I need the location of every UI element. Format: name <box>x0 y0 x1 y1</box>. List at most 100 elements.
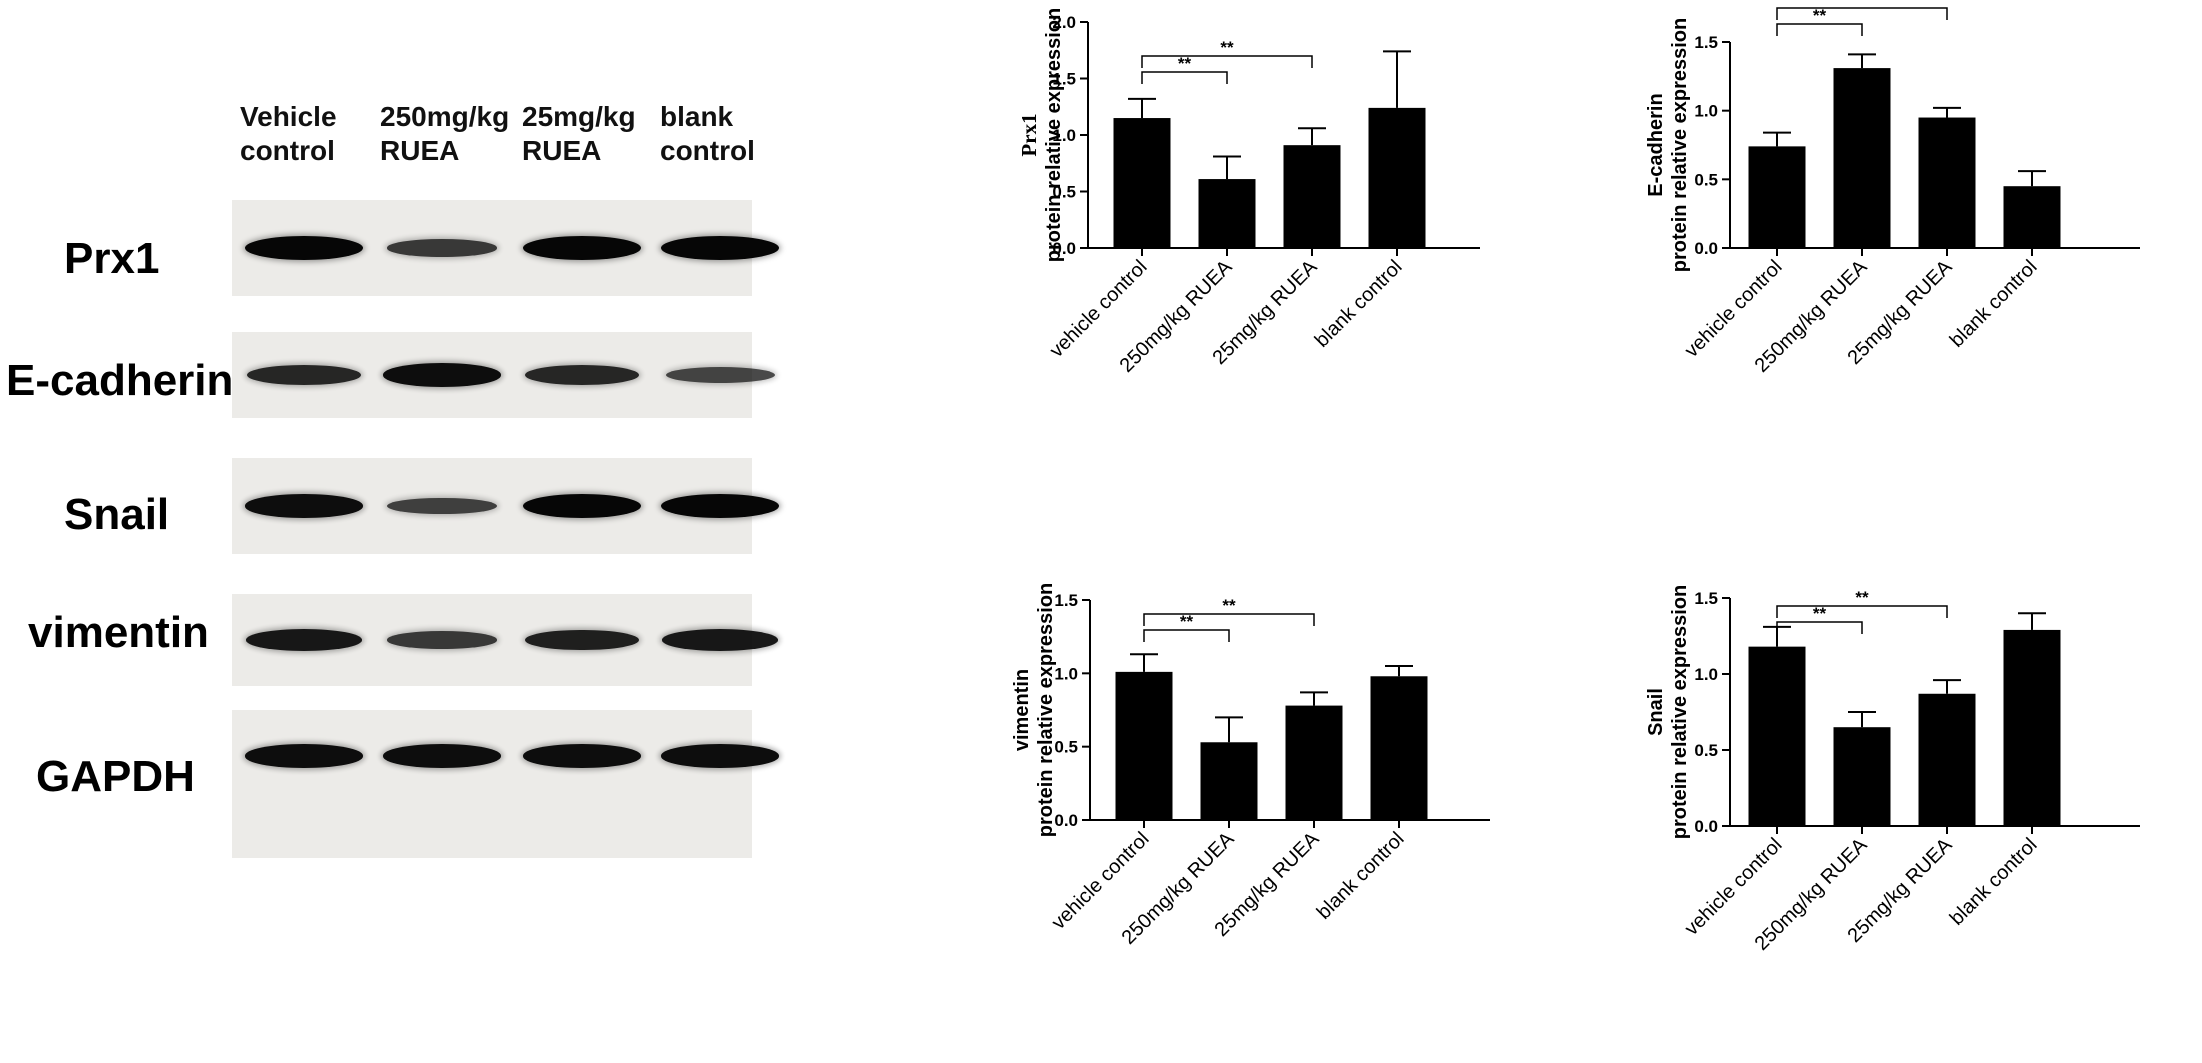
protein-label-e-cadherin: E-cadherin <box>6 356 234 405</box>
protein-label-vimentin: vimentin <box>28 608 209 657</box>
bar <box>2003 186 2061 248</box>
blot-strip-e-cadherin <box>232 332 775 418</box>
blot-band <box>665 367 775 383</box>
y-tick-label: 1.0 <box>1694 102 1718 121</box>
bar <box>1113 118 1171 248</box>
blot-band <box>247 365 361 385</box>
y-tick-label: 0.0 <box>1694 239 1718 258</box>
y-axis-label-line1: Snail <box>1645 688 1667 736</box>
lane-label-line1: Vehicle <box>240 101 337 132</box>
y-tick-label: 2.0 <box>1052 13 1076 32</box>
y-tick-label: 0.0 <box>1054 811 1078 830</box>
blot-strip-snail <box>232 458 779 554</box>
bar <box>1918 693 1976 826</box>
x-tick-label: blank control <box>1946 834 2042 930</box>
y-tick-label: 0.0 <box>1694 817 1718 836</box>
significance-label: ** <box>1855 0 1869 9</box>
chart-snail: 0.0 0.5 1.0 1.5 Snail protein relative expres… <box>1645 585 2140 955</box>
chart-e-cadherin: 0.0 0.5 1.0 1.5 E-cadherin protein relative e… <box>1645 0 2140 377</box>
blot-band <box>523 744 641 768</box>
blot-band <box>386 239 498 257</box>
y-tick-label: 0.5 <box>1052 183 1076 202</box>
significance-bracket <box>1776 23 1863 36</box>
x-tick-label: blank control <box>1313 828 1409 924</box>
y-axis-label-line2: protein relative expression <box>1043 8 1065 263</box>
blot-strip-vimentin <box>232 594 778 686</box>
y-axis-label-line1: Prx1 <box>1017 113 1041 156</box>
significance-bracket <box>1141 55 1313 68</box>
x-tick-label: blank control <box>1946 256 2042 352</box>
lane-label-250mg: 250mg/kg RUEA <box>380 100 509 168</box>
blot-strip-prx1 <box>232 200 779 296</box>
blot-band <box>245 744 363 768</box>
y-axis-label-line1: E-cadherin <box>1645 93 1667 196</box>
significance-bracket <box>1776 605 1948 618</box>
western-blot-panel: Vehicle control 250mg/kg RUEA 25mg/kg RU… <box>0 0 900 1063</box>
lane-label-line2: RUEA <box>522 135 602 166</box>
blot-band <box>383 744 501 768</box>
bar <box>1115 671 1173 820</box>
y-axis-label-line1: vimentin <box>1011 669 1033 751</box>
blot-band <box>523 236 641 260</box>
bar <box>1748 646 1806 826</box>
significance-label: ** <box>1813 6 1827 25</box>
significance-label: ** <box>1222 596 1236 615</box>
significance-bracket <box>1141 71 1228 84</box>
y-tick-label: 1.5 <box>1694 589 1718 608</box>
lane-label-blank: blank control <box>660 100 755 168</box>
blot-band <box>245 494 363 518</box>
lane-label-line2: control <box>660 135 755 166</box>
bar <box>1198 179 1256 248</box>
lane-label-line2: RUEA <box>380 135 460 166</box>
blot-band <box>661 236 779 260</box>
bar <box>2003 629 2061 826</box>
blot-band <box>525 365 639 385</box>
lane-label-line1: blank <box>660 101 734 132</box>
y-tick-label: 1.5 <box>1054 591 1078 610</box>
y-axis-label-line2: protein relative expression <box>1035 583 1057 838</box>
y-tick-label: 1.0 <box>1052 126 1076 145</box>
significance-label: ** <box>1813 604 1827 623</box>
protein-label-snail: Snail <box>64 490 170 539</box>
y-tick-label: 1.0 <box>1694 665 1718 684</box>
significance-bracket <box>1143 613 1315 626</box>
y-tick-label: 1.0 <box>1054 664 1078 683</box>
blot-band <box>246 629 362 651</box>
significance-bracket <box>1776 7 1948 20</box>
blot-band <box>383 363 501 387</box>
bar <box>1370 676 1428 820</box>
protein-label-prx1: Prx1 <box>64 234 160 283</box>
bar <box>1285 705 1343 820</box>
significance-label: ** <box>1180 612 1194 631</box>
bar <box>1368 107 1426 248</box>
y-tick-label: 0.5 <box>1694 170 1718 189</box>
y-axis-label-line2: protein relative expression <box>1669 18 1691 273</box>
blot-band <box>386 631 498 649</box>
lane-label-line1: 25mg/kg <box>522 101 636 132</box>
bar <box>1833 68 1891 249</box>
y-tick-label: 0.5 <box>1054 738 1078 757</box>
y-tick-label: 1.5 <box>1052 70 1076 89</box>
lane-label-line1: 250mg/kg <box>380 101 510 132</box>
blot-band <box>662 629 778 651</box>
lane-label-vehicle: Vehicle control <box>240 100 337 168</box>
y-axis-label-line2: protein relative expression <box>1669 585 1691 840</box>
chart-vimentin: 0.0 0.5 1.0 1.5 vimentin protein relative exp… <box>1011 583 1490 949</box>
blot-band <box>523 494 641 518</box>
significance-bracket <box>1776 621 1863 634</box>
blot-strip-gapdh <box>232 710 779 858</box>
chart-prx1: 0.0 0.5 1.0 1.5 2.0 Prx1 protein relative expr… <box>1017 8 1480 377</box>
blot-band <box>524 629 640 651</box>
significance-bracket <box>1143 629 1230 642</box>
significance-label: ** <box>1220 38 1234 57</box>
bar <box>1200 742 1258 820</box>
protein-label-gapdh: GAPDH <box>36 752 195 801</box>
y-tick-label: 0.0 <box>1052 239 1076 258</box>
lane-label-25mg: 25mg/kg RUEA <box>522 100 636 168</box>
y-tick-label: 0.5 <box>1694 741 1718 760</box>
significance-label: ** <box>1178 54 1192 73</box>
blot-band <box>387 497 497 515</box>
bar <box>1283 145 1341 248</box>
blot-band <box>661 744 779 768</box>
bar <box>1748 146 1806 248</box>
